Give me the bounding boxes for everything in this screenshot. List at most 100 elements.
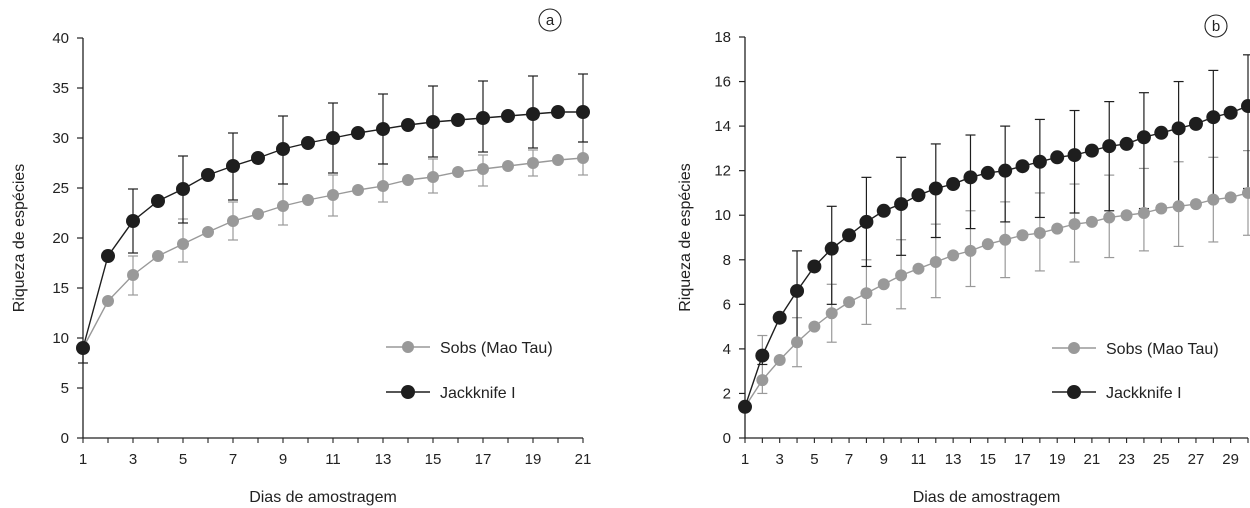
data-point-jack bbox=[126, 214, 140, 228]
y-tick-label: 10 bbox=[52, 330, 69, 347]
data-point-jack bbox=[1188, 116, 1203, 131]
x-tick-label: 17 bbox=[475, 451, 492, 468]
data-point-sobs bbox=[427, 171, 439, 183]
legend-label-sobs: Sobs (Mao Tau) bbox=[1106, 341, 1219, 358]
x-tick-label: 15 bbox=[425, 451, 442, 468]
data-point-jack bbox=[859, 214, 874, 229]
x-tick-label: 29 bbox=[1222, 451, 1239, 468]
data-point-sobs bbox=[981, 238, 994, 251]
y-tick-label: 15 bbox=[52, 280, 69, 297]
data-point-jack bbox=[1223, 105, 1238, 120]
data-point-jack bbox=[301, 136, 315, 150]
y-tick-label: 16 bbox=[714, 74, 731, 91]
data-point-sobs bbox=[929, 256, 942, 269]
data-point-jack bbox=[911, 188, 926, 203]
data-point-sobs bbox=[895, 269, 908, 282]
x-tick-label: 1 bbox=[741, 451, 749, 468]
x-tick-label: 25 bbox=[1153, 451, 1170, 468]
data-point-jack bbox=[176, 182, 190, 196]
data-point-jack bbox=[1084, 143, 1099, 158]
x-tick-label: 13 bbox=[945, 451, 962, 468]
x-tick-label: 7 bbox=[845, 451, 853, 468]
data-point-jack bbox=[401, 118, 415, 132]
data-point-sobs bbox=[552, 154, 564, 166]
x-tick-label: 17 bbox=[1014, 451, 1031, 468]
y-tick-label: 4 bbox=[723, 341, 731, 358]
data-point-sobs bbox=[808, 320, 821, 333]
data-point-jack bbox=[376, 122, 390, 136]
data-point-jack bbox=[1154, 125, 1169, 140]
data-point-sobs bbox=[1051, 222, 1064, 235]
data-point-jack bbox=[980, 165, 995, 180]
data-point-sobs bbox=[527, 157, 539, 169]
y-axis-label: Riqueza de espécies bbox=[11, 164, 28, 313]
data-point-sobs bbox=[1224, 191, 1237, 204]
panel-letter: b bbox=[1212, 18, 1220, 35]
data-point-sobs bbox=[277, 200, 289, 212]
data-point-sobs bbox=[1172, 200, 1185, 213]
x-tick-label: 11 bbox=[911, 451, 927, 468]
data-point-jack bbox=[1102, 139, 1117, 154]
data-point-sobs bbox=[999, 233, 1012, 246]
data-point-jack bbox=[894, 197, 909, 212]
data-point-jack bbox=[963, 170, 978, 185]
x-tick-label: 11 bbox=[325, 451, 341, 468]
data-point-sobs bbox=[912, 262, 925, 275]
y-tick-label: 0 bbox=[723, 430, 731, 447]
data-point-sobs bbox=[1137, 206, 1150, 219]
data-point-jack bbox=[1119, 136, 1134, 151]
legend-label-jack: Jackknife I bbox=[1106, 385, 1182, 402]
data-point-jack bbox=[928, 181, 943, 196]
data-point-jack bbox=[526, 107, 540, 121]
x-tick-label: 27 bbox=[1188, 451, 1205, 468]
x-tick-label: 13 bbox=[375, 451, 392, 468]
data-point-sobs bbox=[947, 249, 960, 262]
legend-marker-jack bbox=[1067, 385, 1081, 399]
data-point-sobs bbox=[825, 307, 838, 320]
data-point-sobs bbox=[302, 194, 314, 206]
data-point-sobs bbox=[377, 180, 389, 192]
y-tick-label: 20 bbox=[52, 230, 69, 247]
data-point-jack bbox=[790, 283, 805, 298]
data-point-jack bbox=[551, 105, 565, 119]
data-point-jack bbox=[1067, 148, 1082, 163]
x-tick-label: 9 bbox=[279, 451, 287, 468]
x-tick-label: 15 bbox=[979, 451, 996, 468]
data-point-sobs bbox=[202, 226, 214, 238]
data-point-jack bbox=[226, 159, 240, 173]
data-point-sobs bbox=[1120, 209, 1133, 222]
x-tick-label: 23 bbox=[1118, 451, 1135, 468]
x-tick-label: 19 bbox=[1049, 451, 1066, 468]
data-point-sobs bbox=[127, 269, 139, 281]
y-tick-label: 35 bbox=[52, 80, 69, 97]
data-point-sobs bbox=[227, 215, 239, 227]
data-point-sobs bbox=[1207, 193, 1220, 206]
data-point-jack bbox=[151, 194, 165, 208]
data-point-jack bbox=[1171, 121, 1186, 136]
data-point-jack bbox=[1241, 99, 1250, 114]
y-tick-label: 10 bbox=[714, 207, 731, 224]
data-point-jack bbox=[1015, 159, 1030, 174]
y-tick-label: 2 bbox=[723, 385, 731, 402]
data-point-jack bbox=[738, 399, 752, 414]
data-point-sobs bbox=[1085, 215, 1098, 228]
data-point-jack bbox=[501, 109, 515, 123]
data-point-jack bbox=[842, 228, 857, 243]
x-tick-label: 5 bbox=[810, 451, 818, 468]
legend-marker-jack bbox=[401, 385, 415, 399]
data-point-jack bbox=[1050, 150, 1065, 165]
data-point-sobs bbox=[327, 189, 339, 201]
data-point-sobs bbox=[791, 336, 804, 349]
data-point-jack bbox=[824, 241, 839, 256]
legend-marker-sobs bbox=[402, 341, 414, 353]
panel-letter: a bbox=[546, 12, 555, 29]
data-point-sobs bbox=[252, 208, 264, 220]
data-point-sobs bbox=[577, 152, 589, 164]
data-point-sobs bbox=[1016, 229, 1029, 242]
y-axis-label: Riqueza de espécies bbox=[677, 163, 694, 312]
y-tick-label: 0 bbox=[61, 430, 69, 447]
y-tick-label: 14 bbox=[714, 118, 731, 135]
x-tick-label: 5 bbox=[179, 451, 187, 468]
